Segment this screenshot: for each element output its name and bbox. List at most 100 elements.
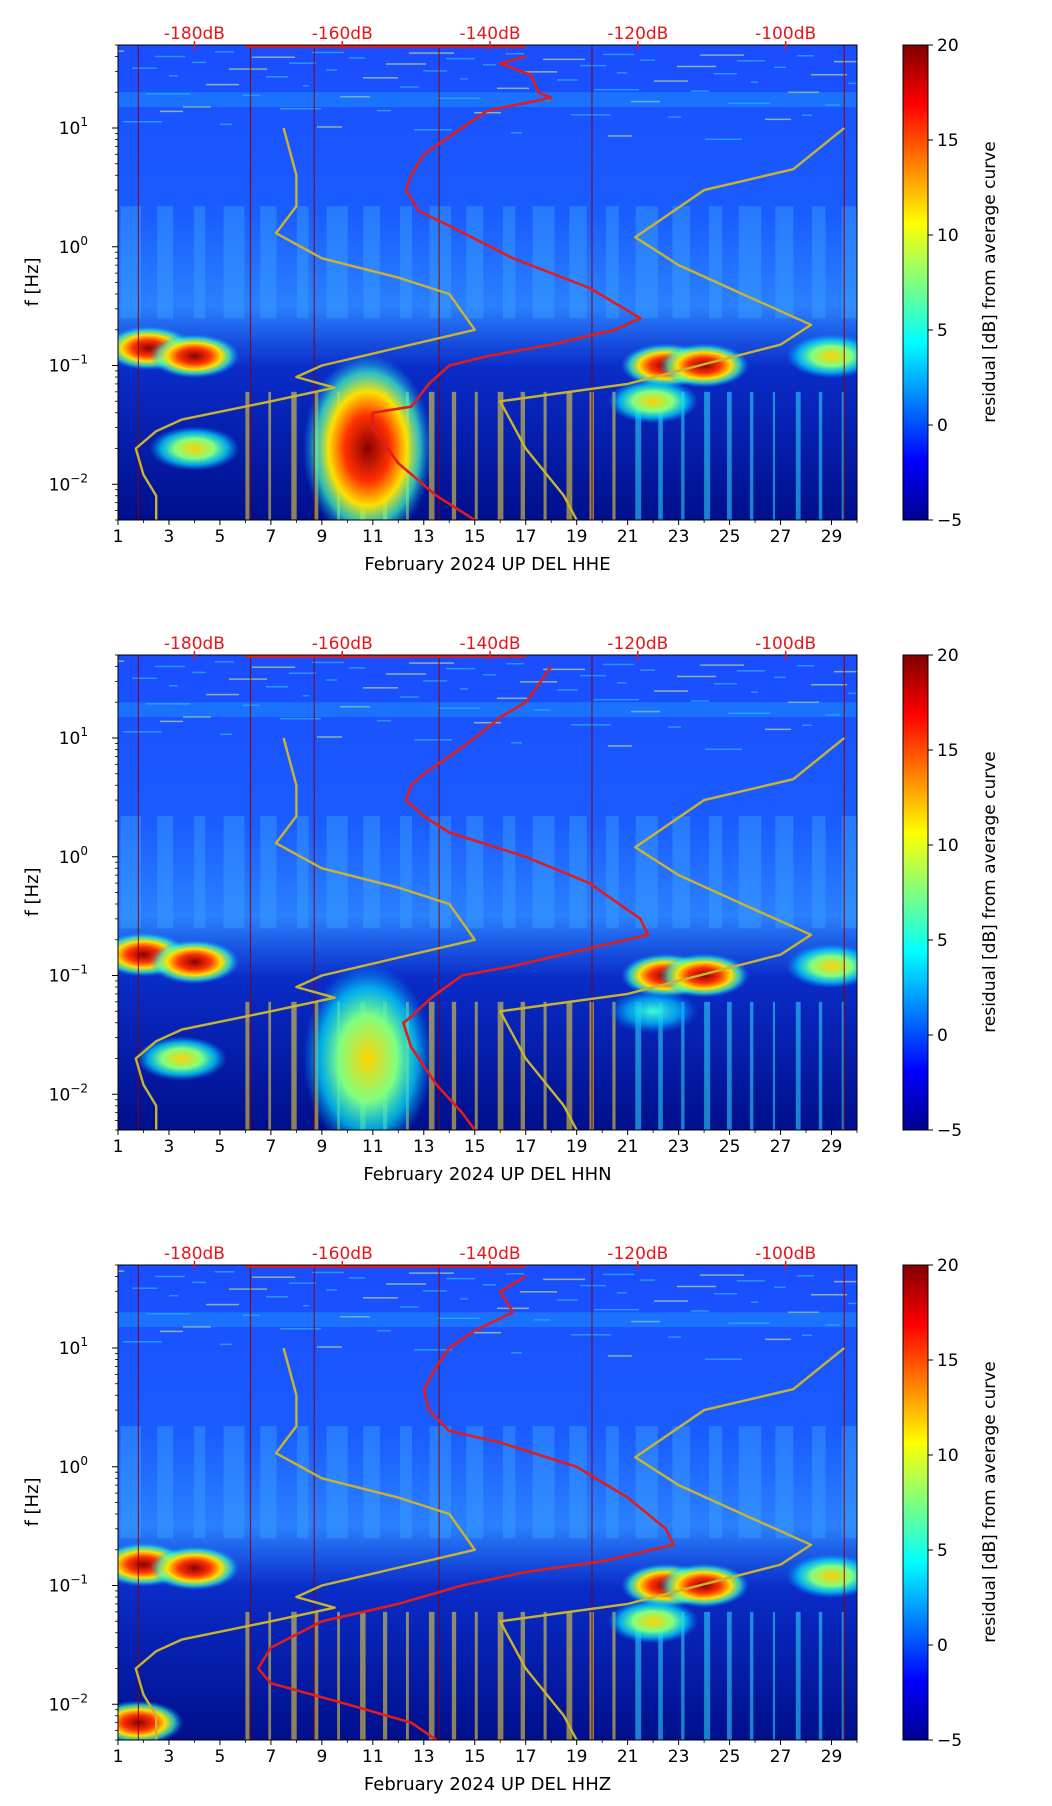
noise-streak	[266, 1296, 288, 1298]
lp-streak	[451, 1001, 457, 1130]
energy-blob	[608, 1599, 699, 1644]
microseism-streak	[399, 206, 413, 319]
noise-streak	[834, 60, 857, 63]
noise-streak	[349, 1277, 365, 1279]
noise-streak	[700, 664, 744, 666]
spectrogram-background	[118, 655, 857, 1130]
lp-streak	[727, 1001, 732, 1130]
colorbar: 20 15 10 5 0 −5 residual [dB] from average cur…	[902, 36, 1000, 531]
y-tick-base: 10	[59, 119, 81, 139]
noise-streak	[580, 64, 606, 67]
colorbar-tick-label: 10	[937, 836, 959, 856]
y-tick-label: 101	[59, 115, 88, 139]
energy-blob	[608, 989, 699, 1034]
lp-streak	[428, 1611, 435, 1740]
x-tick-label: 15	[464, 527, 486, 547]
lp-streak	[520, 391, 526, 520]
noise-streak	[728, 1322, 770, 1324]
microseism-streak	[738, 816, 762, 929]
y-tick-exponent: 1	[80, 115, 88, 129]
colorbar-tick-label: 5	[937, 931, 948, 951]
noise-streak	[340, 705, 370, 708]
noise-streak	[312, 661, 344, 664]
colorbar-tick-label: 10	[937, 1446, 959, 1466]
noise-streak	[617, 1292, 627, 1294]
noise-streak	[848, 692, 857, 695]
noise-streak	[155, 1275, 185, 1278]
y-axis-label: f [Hz]	[22, 257, 43, 306]
noise-streak	[229, 1288, 267, 1290]
noise-streak	[169, 684, 178, 687]
lp-streak	[727, 1611, 732, 1740]
noise-streak	[557, 1299, 578, 1301]
noise-streak	[206, 83, 239, 86]
noise-streak	[571, 1334, 611, 1336]
noise-streak	[192, 671, 206, 674]
y-tick-label: 10−1	[49, 353, 88, 377]
microseism-streak	[399, 816, 413, 929]
low-noise-model-curve	[134, 737, 476, 1130]
noise-streak	[534, 709, 550, 711]
noise-streak	[797, 665, 814, 667]
noise-streak	[155, 665, 185, 668]
y-tick-base: 10	[49, 967, 71, 987]
db-axis-label: -120dB	[607, 1244, 668, 1264]
spectrogram-area	[118, 45, 857, 520]
x-tick-label: 13	[413, 527, 435, 547]
noise-streak	[192, 61, 206, 64]
noise-streak	[700, 54, 744, 56]
microseism-streak	[260, 1426, 277, 1539]
lp-streak	[727, 391, 732, 520]
lp-streak	[543, 391, 547, 520]
lp-streak	[795, 391, 801, 520]
noise-streak	[802, 724, 812, 726]
microseism-streak	[296, 816, 309, 929]
energy-blob	[659, 343, 750, 388]
microseism-streak	[812, 816, 826, 929]
colorbar-tick-label: 5	[937, 321, 948, 341]
y-axis-label: f [Hz]	[22, 1477, 43, 1526]
lp-streak	[818, 1611, 823, 1740]
microseism-streak	[532, 206, 555, 319]
noise-streak	[423, 70, 447, 72]
colorbar-label: residual [dB] from average curve	[980, 751, 1000, 1032]
noise-streak	[705, 138, 742, 141]
noise-streak	[797, 1275, 814, 1277]
x-tick-label: 9	[316, 1137, 327, 1157]
noise-streak	[728, 102, 770, 104]
noise-streak	[155, 55, 185, 58]
y-tick-exponent: 0	[80, 234, 88, 248]
x-tick-label: 17	[515, 1747, 537, 1767]
noise-streak	[631, 1320, 660, 1323]
microseism-streak	[775, 1426, 794, 1539]
noise-streak	[483, 64, 496, 66]
noise-streak	[280, 1327, 321, 1330]
noise-streak	[400, 696, 419, 698]
noise-streak	[252, 56, 295, 58]
noise-streak	[483, 1284, 496, 1286]
microseism-streak	[708, 1426, 723, 1539]
low-noise-model-curve	[134, 1347, 476, 1740]
noise-streak	[751, 1301, 758, 1303]
x-axis: 1 3 5 7 9 11 13 15 17 19 21 23 25 27 29	[113, 1130, 858, 1157]
noise-streak	[811, 73, 847, 76]
microseism-streak	[223, 816, 245, 929]
y-tick-label: 10−2	[49, 1081, 88, 1105]
lp-streak	[635, 1001, 642, 1130]
noise-streak	[400, 86, 419, 88]
x-axis-label: February 2024 UP DEL HHZ	[364, 1774, 611, 1795]
noise-streak	[446, 57, 475, 60]
spectrogram-area	[118, 655, 857, 1130]
microseism-streak	[502, 206, 516, 319]
colorbar-tick-label: 20	[937, 646, 959, 666]
lp-streak	[795, 1611, 801, 1740]
x-tick-label: 7	[265, 527, 276, 547]
lp-streak	[681, 391, 685, 520]
noise-streak	[774, 1286, 786, 1289]
energy-blob	[149, 426, 240, 471]
noise-streak	[654, 80, 688, 82]
noise-streak	[400, 1306, 419, 1308]
lp-streak	[291, 1611, 297, 1740]
noise-streak	[557, 689, 578, 691]
lp-streak	[658, 1611, 663, 1740]
